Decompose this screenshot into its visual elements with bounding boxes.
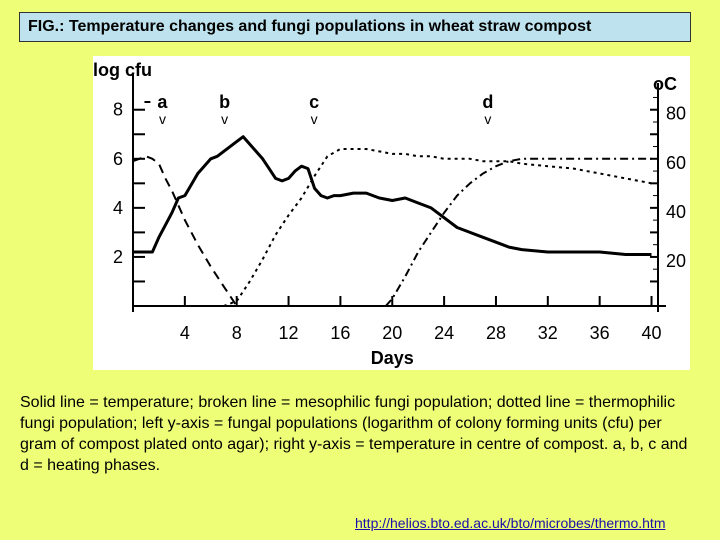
left-y-axis-title: log cfu bbox=[93, 60, 152, 80]
figure-caption: Solid line = temperature; broken line = … bbox=[20, 394, 688, 474]
x-tick-label: 4 bbox=[180, 323, 190, 343]
left-y-tick-label: 8 bbox=[113, 100, 123, 120]
x-tick-label: 24 bbox=[434, 323, 454, 343]
x-tick-label: 28 bbox=[486, 323, 506, 343]
series-line-solid bbox=[133, 135, 652, 256]
series-line-dotted bbox=[223, 148, 652, 307]
right-y-tick-label: 60 bbox=[666, 153, 686, 173]
series-line-dashed bbox=[132, 155, 238, 307]
x-tick-label: 16 bbox=[330, 323, 350, 343]
x-tick-label: 12 bbox=[279, 323, 299, 343]
series-line-dotdash bbox=[385, 157, 652, 307]
phase-label-d: d bbox=[482, 92, 493, 112]
x-tick-label: 32 bbox=[538, 323, 558, 343]
x-axis-title: Days bbox=[371, 348, 414, 368]
figure-title: FIG.: Temperature changes and fungi popu… bbox=[19, 12, 691, 42]
right-y-tick-label: 40 bbox=[666, 202, 686, 222]
source-link[interactable]: http://helios.bto.ed.ac.uk/bto/microbes/… bbox=[355, 515, 666, 531]
right-y-axis-title: oC bbox=[653, 74, 677, 94]
phase-label-b: b bbox=[219, 92, 230, 112]
phase-marker-c: v bbox=[311, 111, 318, 127]
phase-label-c: c bbox=[309, 92, 319, 112]
phase-marker-d: v bbox=[484, 111, 491, 127]
x-tick-label: 40 bbox=[642, 323, 662, 343]
left-y-tick-label: 4 bbox=[113, 198, 123, 218]
x-tick-label: 36 bbox=[590, 323, 610, 343]
left-y-tick-label: 2 bbox=[113, 247, 123, 267]
x-tick-label: 20 bbox=[382, 323, 402, 343]
right-y-tick-label: 80 bbox=[666, 104, 686, 124]
right-y-tick-label: 20 bbox=[666, 251, 686, 271]
x-tick-label: 8 bbox=[232, 323, 242, 343]
chart-panel: 2 4 6 8 20 40 60 80 4 8 12 16 20 24 28 32 36 40 log cfu oC D… bbox=[93, 56, 690, 370]
phase-marker-b: v bbox=[221, 111, 228, 127]
phase-marker-a: v bbox=[159, 111, 166, 127]
phase-label-a: a bbox=[157, 92, 168, 112]
left-y-tick-label: 6 bbox=[113, 149, 123, 169]
